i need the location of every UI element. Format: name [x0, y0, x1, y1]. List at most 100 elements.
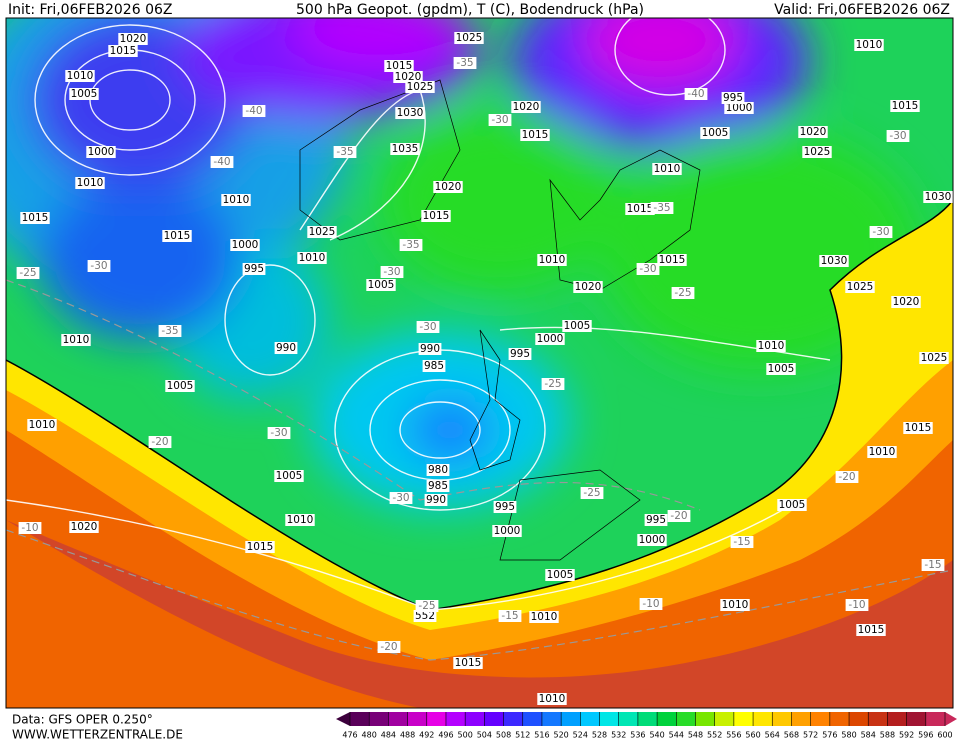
- colorbar-tick-label: 520: [553, 731, 568, 740]
- isotherm-label: -25: [674, 287, 691, 299]
- isobar-label: 1000: [232, 239, 259, 251]
- data-source: Data: GFS OPER 0.250°: [12, 713, 153, 727]
- isobar-label: 1015: [892, 100, 919, 112]
- isotherm-label-box: [684, 88, 708, 100]
- isobar-label-box: [307, 226, 337, 238]
- isotherm-label: -10: [642, 598, 659, 610]
- colorbar-tick-label: 484: [381, 731, 396, 740]
- isobar-label: 1010: [654, 163, 681, 175]
- isobar-label: 985: [424, 360, 444, 372]
- isotherm-label-box: [730, 536, 754, 548]
- isobar-label: 1000: [537, 333, 564, 345]
- colorbar-swatch: [561, 712, 581, 726]
- isobar-label-box: [625, 203, 655, 215]
- isobar-label-box: [221, 194, 251, 206]
- isotherm-label: -15: [501, 610, 518, 622]
- isotherm-label-box: [380, 266, 404, 278]
- isobar-label-box: [529, 611, 559, 623]
- colorbar-swatch: [829, 712, 850, 726]
- colorbar-tick-label: 588: [880, 731, 895, 740]
- isotherm-label: -30: [491, 114, 508, 126]
- isobar-label-box: [65, 70, 95, 82]
- isobar-label: 1005: [702, 127, 729, 139]
- map-frame: [5, 17, 954, 709]
- isotherm-label: -10: [21, 522, 38, 534]
- isotherm-label: -20: [670, 510, 687, 522]
- isotherm-label: -20: [380, 641, 397, 653]
- isobar-label-box: [652, 163, 682, 175]
- isobar-label: 1010: [722, 599, 749, 611]
- isobar-label: 1010: [223, 194, 250, 206]
- colorbar-tick-label: 476: [342, 731, 357, 740]
- isobar-label: 1020: [513, 101, 540, 113]
- isobar-label-box: [724, 102, 754, 114]
- isobar-label-box: [798, 126, 828, 138]
- isobar-label: 995: [646, 514, 666, 526]
- isotherm-label-box: [886, 130, 910, 142]
- isobar-label: 990: [276, 342, 296, 354]
- isobar-label: 1030: [925, 191, 952, 203]
- colorbar-arrow-low: [336, 712, 350, 726]
- isobar-label-box: [405, 81, 435, 93]
- isotherm-label: -35: [161, 325, 178, 337]
- isotherm-label: -25: [583, 487, 600, 499]
- isobar-label-box: [366, 279, 396, 291]
- isobar-label: 1020: [800, 126, 827, 138]
- isotherm-label-box: [158, 325, 182, 337]
- isotherm-label-box: [415, 600, 439, 612]
- isobar-label: 1010: [63, 334, 90, 346]
- isotherm-label: -15: [924, 559, 941, 571]
- colorbar-swatch: [791, 712, 812, 726]
- colorbar-tick-label: 600: [937, 731, 952, 740]
- isobar-label: 1005: [768, 363, 795, 375]
- isobar-label: 1010: [287, 514, 314, 526]
- isobar-label-box: [777, 499, 807, 511]
- colorbar-swatch: [426, 712, 447, 726]
- isobar-label-box: [854, 39, 884, 51]
- isotherm-label: -40: [245, 105, 262, 117]
- colorbar-tick-label: 560: [745, 731, 760, 740]
- colorbar-tick-label: 548: [688, 731, 703, 740]
- isobar-label-box: [27, 419, 57, 431]
- isotherm-label: -15: [733, 536, 750, 548]
- isobar-label: 1015: [455, 657, 482, 669]
- isotherm-label: -35: [653, 202, 670, 214]
- isobar-label: 1030: [397, 107, 424, 119]
- colorbar-swatch: [657, 712, 677, 726]
- isobar-label-box: [562, 320, 592, 332]
- isotherm-label: -30: [270, 427, 287, 439]
- isobar-label-box: [845, 281, 875, 293]
- isobar-label-box: [86, 146, 116, 158]
- isobar-label: 980: [428, 464, 448, 476]
- isobar-label-box: [433, 181, 463, 193]
- isobar-label: 1010: [539, 693, 566, 705]
- isotherm-label: -35: [402, 239, 419, 251]
- colorbar-tick-label: 496: [438, 731, 453, 740]
- isotherm-label-box: [636, 263, 660, 275]
- isobar-label: 1015: [247, 541, 274, 553]
- isobar-label-box: [511, 101, 541, 113]
- isotherm-label-box: [416, 321, 440, 333]
- colorbar-swatch: [810, 712, 831, 726]
- isotherm-label: -25: [418, 600, 435, 612]
- isotherm-label-box: [869, 226, 893, 238]
- isotherm-label-box: [639, 598, 663, 610]
- isotherm-label: -40: [687, 88, 704, 100]
- isobar-label: 995: [510, 348, 530, 360]
- isobar-label: 1005: [368, 279, 395, 291]
- isobar-label: 1015: [164, 230, 191, 242]
- colorbar-tick-label: 552: [707, 731, 722, 740]
- colorbar-swatch: [388, 712, 409, 726]
- isotherm-label: -10: [848, 599, 865, 611]
- isobar-label-box: [657, 254, 687, 266]
- isotherm-label-box: [667, 510, 691, 522]
- isobar-label-box: [903, 422, 933, 434]
- isotherm-label-box: [148, 436, 172, 448]
- isotherm-label-box: [541, 378, 565, 390]
- colorbar-swatch: [484, 712, 505, 726]
- isotherm-label-box: [650, 202, 674, 214]
- isotherm-label: -20: [838, 471, 855, 483]
- colorbar-swatch: [714, 712, 735, 726]
- colorbar-tick-label: 584: [861, 731, 876, 740]
- isobar-label-box: [520, 129, 550, 141]
